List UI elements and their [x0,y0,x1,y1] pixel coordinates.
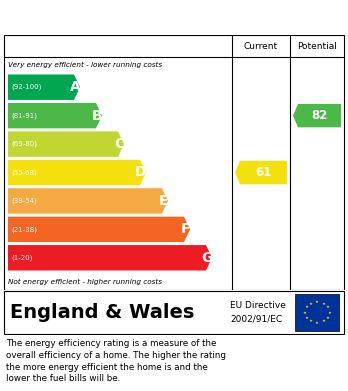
Text: ★: ★ [326,316,330,320]
Text: (81-91): (81-91) [11,112,37,119]
Text: (69-80): (69-80) [11,141,37,147]
Text: ★: ★ [327,310,331,314]
Polygon shape [235,161,287,184]
Polygon shape [8,245,212,271]
Text: C: C [114,137,124,151]
Text: A: A [70,80,80,94]
Text: (39-54): (39-54) [11,198,37,204]
Polygon shape [8,160,146,185]
Text: (92-100): (92-100) [11,84,41,90]
Text: 61: 61 [255,166,272,179]
Text: (55-68): (55-68) [11,169,37,176]
Text: The energy efficiency rating is a measure of the
overall efficiency of a home. T: The energy efficiency rating is a measur… [6,339,226,384]
Polygon shape [8,103,102,128]
Text: ★: ★ [321,301,325,305]
Polygon shape [8,217,190,242]
Text: ★: ★ [309,319,313,323]
Text: ★: ★ [321,319,325,323]
Text: (1-20): (1-20) [11,255,32,261]
Text: Energy Efficiency Rating: Energy Efficiency Rating [10,9,251,27]
Text: ★: ★ [315,300,319,304]
Bar [295,294,339,331]
Text: Very energy efficient - lower running costs: Very energy efficient - lower running co… [8,62,162,68]
Text: (21-38): (21-38) [11,226,37,233]
Polygon shape [293,104,341,127]
Text: B: B [92,109,102,123]
Text: D: D [135,165,147,179]
Polygon shape [8,188,168,213]
Text: ★: ★ [303,310,307,314]
Text: EU Directive: EU Directive [230,301,286,310]
Polygon shape [8,75,80,100]
Text: ★: ★ [326,305,330,309]
Text: Current: Current [244,42,278,51]
Text: Not energy efficient - higher running costs: Not energy efficient - higher running co… [8,279,162,285]
Text: Potential: Potential [297,42,337,51]
Text: England & Wales: England & Wales [10,303,195,322]
Text: 2002/91/EC: 2002/91/EC [230,315,282,324]
Text: ★: ★ [309,301,313,305]
Text: ★: ★ [315,321,319,325]
Text: 82: 82 [311,109,328,122]
Text: ★: ★ [304,305,308,309]
Polygon shape [8,131,124,157]
Text: F: F [180,222,190,236]
Text: G: G [201,251,213,265]
Text: E: E [158,194,168,208]
Text: ★: ★ [304,316,308,320]
